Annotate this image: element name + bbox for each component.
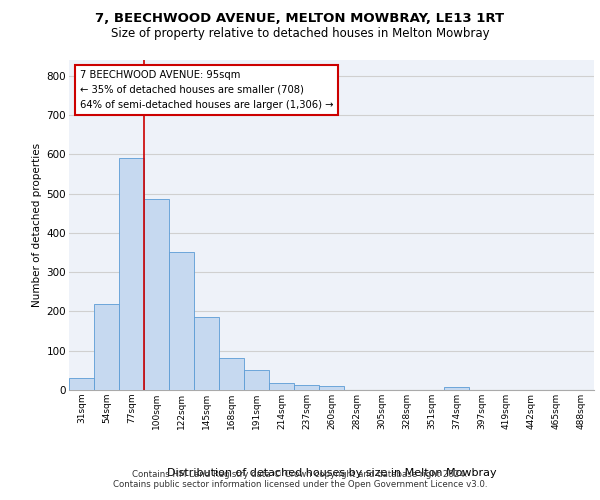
Text: 7 BEECHWOOD AVENUE: 95sqm
← 35% of detached houses are smaller (708)
64% of semi: 7 BEECHWOOD AVENUE: 95sqm ← 35% of detac… <box>79 70 333 110</box>
Bar <box>169 252 194 390</box>
Bar <box>244 370 269 390</box>
Bar <box>319 386 344 390</box>
Bar <box>69 378 94 390</box>
Text: Contains HM Land Registry data © Crown copyright and database right 2024.
Contai: Contains HM Land Registry data © Crown c… <box>113 470 487 489</box>
Bar <box>94 304 119 390</box>
Bar <box>294 384 319 390</box>
Bar <box>269 383 294 390</box>
Bar <box>144 200 169 390</box>
Text: 7, BEECHWOOD AVENUE, MELTON MOWBRAY, LE13 1RT: 7, BEECHWOOD AVENUE, MELTON MOWBRAY, LE1… <box>95 12 505 26</box>
Bar <box>444 387 469 390</box>
Bar <box>219 358 244 390</box>
Text: Size of property relative to detached houses in Melton Mowbray: Size of property relative to detached ho… <box>110 28 490 40</box>
Bar <box>119 158 144 390</box>
X-axis label: Distribution of detached houses by size in Melton Mowbray: Distribution of detached houses by size … <box>167 468 496 478</box>
Y-axis label: Number of detached properties: Number of detached properties <box>32 143 43 307</box>
Bar <box>194 318 219 390</box>
